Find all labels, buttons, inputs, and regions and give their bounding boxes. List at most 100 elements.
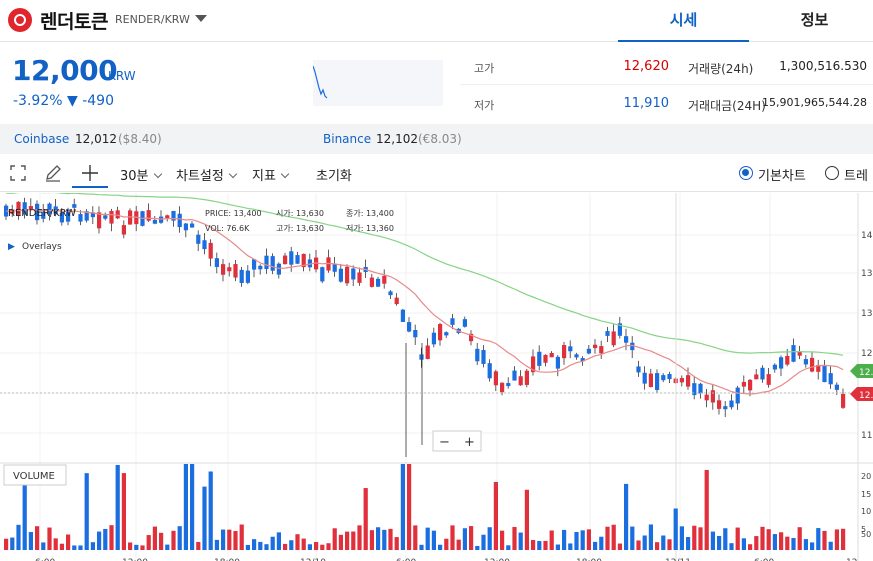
volume-bar	[754, 536, 759, 550]
volume-bar	[357, 525, 362, 550]
indicators-select[interactable]: 지표	[252, 165, 290, 184]
interval-select[interactable]: 30분	[120, 165, 162, 184]
volume-bar	[822, 530, 827, 550]
volume-bar	[121, 473, 126, 550]
candle-down	[735, 387, 740, 404]
volume-bar	[729, 543, 734, 550]
candle-up	[425, 345, 430, 360]
exchange-price-coinbase: 12,012	[75, 132, 117, 146]
volume-bar	[624, 483, 629, 550]
candle-down	[400, 309, 405, 322]
volume-bar	[704, 469, 709, 550]
volume-bar	[425, 527, 430, 550]
candle-up	[741, 381, 746, 387]
candle-down	[103, 215, 108, 219]
price-chart[interactable]: 14 13 13 12 11 20 15 10 550 6:00 12:00 18:00 12/10…	[0, 190, 873, 561]
volume-tick-label: 20	[861, 472, 871, 481]
chart-svg: 14 13 13 12 11 20 15 10 550 6:00 12:00 18:00 12/10…	[0, 190, 873, 561]
moving-average-short	[5, 208, 844, 395]
volume-bar	[506, 545, 511, 550]
volume-bar	[531, 539, 536, 550]
candle-down	[475, 348, 480, 362]
volume-bar	[419, 544, 424, 550]
trading-chart-radio[interactable]	[825, 166, 839, 180]
volume-bar	[524, 489, 529, 550]
volume-bar	[593, 541, 598, 550]
high-value: 12,620	[623, 59, 670, 74]
volume-bar	[748, 544, 753, 550]
candle-down	[351, 268, 356, 280]
overlays-caret-icon[interactable]: ▶	[8, 242, 15, 252]
volume-bar	[202, 486, 207, 550]
candle-down	[407, 322, 412, 332]
candles	[4, 197, 846, 457]
zoom-out-button[interactable]: −	[439, 435, 450, 450]
candle-down	[239, 269, 244, 283]
crosshair-tool[interactable]	[72, 158, 108, 188]
volume-bar	[295, 534, 300, 550]
exchange-name-coinbase[interactable]: Coinbase	[14, 132, 70, 146]
candle-up	[227, 267, 232, 272]
candle-down	[307, 259, 312, 268]
volume-bar	[115, 465, 120, 550]
volume-bar	[159, 532, 164, 550]
candle-down	[90, 212, 95, 218]
candle-up	[611, 331, 616, 346]
low-label: 저가	[474, 99, 495, 112]
volume-bar	[270, 536, 275, 550]
pencil-icon[interactable]	[44, 164, 62, 182]
coin-name[interactable]: 렌더토큰	[40, 11, 108, 33]
zoom-in-button[interactable]: +	[464, 435, 475, 450]
volume-bar	[177, 526, 182, 550]
coin-select-caret-icon[interactable]	[195, 15, 207, 22]
candle-down	[332, 264, 337, 272]
volume-bar	[797, 527, 802, 550]
candle-up	[345, 266, 350, 284]
candle-down	[692, 383, 697, 396]
candle-down	[729, 400, 734, 408]
candle-down	[72, 204, 77, 208]
candle-up	[109, 210, 114, 224]
volume-bar	[741, 538, 746, 550]
candle-up	[797, 351, 802, 356]
reset-button[interactable]: 초기화	[316, 169, 352, 184]
x-tick-label: 18:00	[576, 558, 602, 561]
exchange-sub-coinbase: ($8.40)	[118, 132, 162, 146]
stats-row-high: 고가 12,620 거래량(24h) 1,300,516.530	[460, 48, 873, 85]
basic-chart-radio[interactable]	[739, 166, 753, 180]
tab-info[interactable]: 정보	[800, 11, 829, 29]
candle-up	[233, 264, 238, 278]
volume-bar	[438, 544, 443, 550]
tab-quote[interactable]: 시세	[618, 0, 749, 42]
volume-bar	[22, 476, 27, 550]
sparkline-line	[312, 65, 328, 99]
volume-bar	[53, 538, 58, 550]
candle-up	[785, 355, 790, 365]
candle-down	[388, 291, 393, 296]
candle-down	[506, 383, 511, 387]
volume-bar	[648, 524, 653, 550]
volume-bar	[47, 527, 52, 550]
volume-bar	[487, 527, 492, 550]
candle-down	[698, 383, 703, 394]
volume-bar	[469, 526, 474, 550]
volume-bar	[239, 524, 244, 550]
candle-up	[524, 370, 529, 385]
chart-settings-select[interactable]: 차트설정	[176, 165, 238, 184]
candle-down	[295, 255, 300, 264]
fullscreen-icon[interactable]	[10, 165, 26, 181]
candle-down	[537, 351, 542, 366]
volume-bar	[382, 529, 387, 550]
overlays-toggle[interactable]: Overlays	[22, 242, 62, 252]
x-tick-label: 6:00	[754, 558, 774, 561]
volume-axis-ticks: 20 15 10 550	[861, 472, 871, 539]
sparkline-svg	[312, 65, 328, 99]
price-tag-red	[850, 387, 873, 401]
candle-up	[593, 344, 598, 349]
exchange-name-binance[interactable]: Binance	[323, 132, 372, 146]
y-tick-label: 13	[861, 309, 872, 319]
candle-down	[636, 366, 641, 373]
volume-bar	[66, 534, 71, 550]
volume-bar	[785, 536, 790, 550]
legend-open: 시가: 13,630	[276, 209, 324, 218]
